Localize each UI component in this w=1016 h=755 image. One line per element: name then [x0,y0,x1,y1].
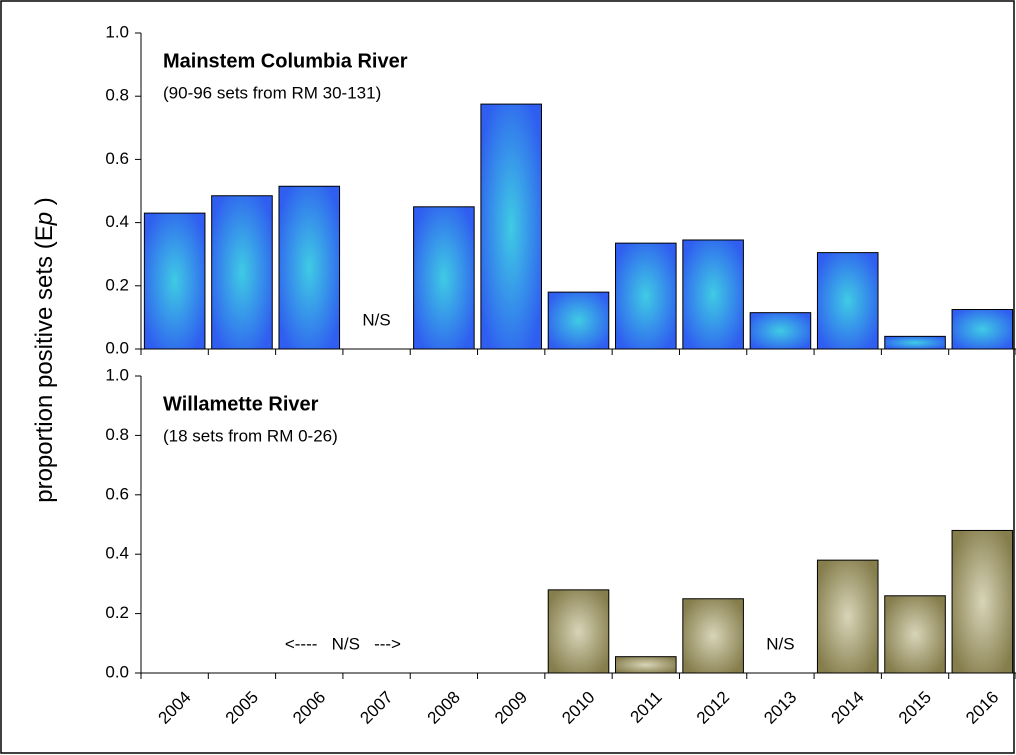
bar [547,589,610,674]
bar [211,195,273,350]
y-label-part: p [31,212,58,226]
bar [749,312,812,350]
bar [143,212,206,350]
bar [480,103,542,350]
y-tick-label: 0.0 [105,338,129,357]
y-tick-label: 0.2 [105,603,129,622]
bar [413,206,475,350]
y-label-part: ) [31,197,58,212]
chart-title: Willamette River [163,393,319,415]
y-tick-label: 1.0 [105,365,129,384]
bar [884,595,946,674]
bar [615,242,677,350]
y-tick-label: 0.2 [105,275,129,294]
bar [884,335,946,350]
bar [278,185,341,350]
annotation: N/S [766,634,794,653]
chart-title: Mainstem Columbia River [163,50,408,72]
y-tick-label: 0.8 [105,425,129,444]
bar [951,309,1014,350]
bar [615,656,677,674]
y-tick-label: 0.8 [105,86,129,105]
bar [682,598,744,674]
bar [816,559,879,674]
y-axis-label: proportion positive sets (Ep ) [31,197,58,503]
bar [816,252,879,350]
y-tick-label: 0.4 [105,544,129,563]
y-tick-label: 0.4 [105,212,129,231]
y-tick-label: 0.6 [105,484,129,503]
y-label-part: proportion positive sets (E [31,225,58,502]
y-tick-label: 0.0 [105,662,129,681]
y-tick-label: 0.6 [105,149,129,168]
chart-subtitle: (18 sets from RM 0-26) [163,426,338,445]
annotation: <---- N/S ---> [285,634,401,653]
annotation: N/S [362,310,390,329]
y-tick-label: 1.0 [105,22,129,41]
bar [951,529,1014,674]
bar [547,291,610,350]
bar [682,239,744,350]
chart-subtitle: (90-96 sets from RM 30-131) [163,83,381,102]
